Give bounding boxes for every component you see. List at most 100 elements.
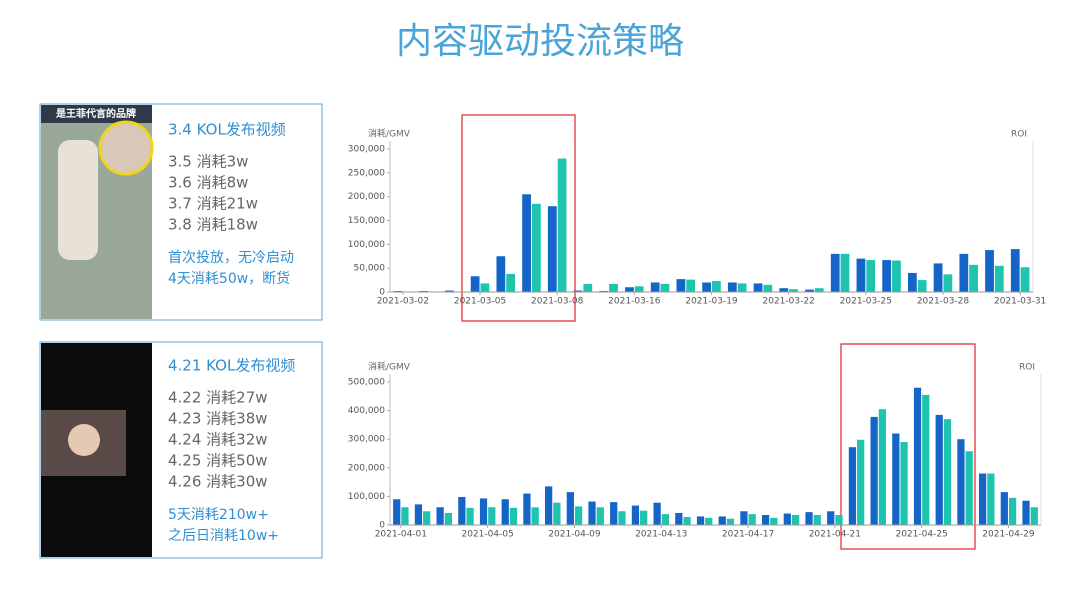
bar xyxy=(662,514,669,525)
bar xyxy=(943,274,952,292)
panel-line: 3.5 消耗3w xyxy=(168,153,248,171)
bar xyxy=(985,250,994,292)
bar xyxy=(651,282,660,292)
y-tick-label: 250,000 xyxy=(348,168,385,178)
bar xyxy=(740,511,747,525)
panel-heading: 4.21 KOL发布视频 xyxy=(168,357,295,375)
panel-line: 3.7 消耗21w xyxy=(168,195,258,213)
x-tick-label: 2021-03-25 xyxy=(840,297,892,307)
bar xyxy=(481,283,490,292)
bar xyxy=(437,507,444,525)
x-tick-label: 2021-03-02 xyxy=(377,297,429,307)
bar xyxy=(610,502,617,525)
bar xyxy=(814,515,821,525)
bar xyxy=(609,284,618,292)
x-tick-label: 2021-04-25 xyxy=(895,530,947,540)
bar xyxy=(987,474,994,525)
bar xyxy=(959,254,968,292)
bar xyxy=(900,442,907,525)
panel-note: 首次投放，无冷启动 xyxy=(168,250,294,266)
x-tick-label: 2021-04-05 xyxy=(461,530,513,540)
bar xyxy=(892,433,899,525)
bar xyxy=(632,506,639,525)
bar xyxy=(553,503,560,525)
x-tick-label: 2021-03-19 xyxy=(685,297,738,307)
panel-line: 3.6 消耗8w xyxy=(168,174,248,192)
panel-heading: 3.4 KOL发布视频 xyxy=(168,121,286,139)
y-tick-label: 300,000 xyxy=(348,145,385,155)
bar xyxy=(871,417,878,525)
x-tick-label: 2021-04-01 xyxy=(375,530,427,540)
bar xyxy=(831,254,840,292)
bar xyxy=(575,506,582,525)
bar xyxy=(548,206,557,292)
x-tick-label: 2021-03-16 xyxy=(608,297,661,307)
bar xyxy=(423,511,430,525)
bar xyxy=(727,519,734,525)
bar xyxy=(625,287,634,292)
bar xyxy=(1011,249,1020,292)
y-tick-label: 500,000 xyxy=(348,378,385,388)
y-tick-label: 400,000 xyxy=(348,406,385,416)
bar xyxy=(918,280,927,292)
bar xyxy=(866,260,875,292)
bar xyxy=(908,273,917,292)
bar xyxy=(635,286,644,292)
bar xyxy=(401,507,408,525)
bar xyxy=(841,254,850,292)
y2-axis-label: ROI xyxy=(1011,130,1027,140)
bar xyxy=(944,419,951,525)
y-tick-label: 300,000 xyxy=(348,435,385,445)
bar xyxy=(545,486,552,525)
bar xyxy=(532,507,539,525)
bar xyxy=(583,284,592,292)
y2-axis-label: ROI xyxy=(1019,363,1035,373)
bar xyxy=(857,259,866,292)
x-tick-label: 2021-03-22 xyxy=(763,297,815,307)
bar xyxy=(857,440,864,525)
bar xyxy=(597,507,604,525)
bar xyxy=(522,194,531,292)
x-tick-label: 2021-03-31 xyxy=(994,297,1046,307)
bar xyxy=(936,415,943,525)
y-tick-label: 100,000 xyxy=(348,240,385,250)
bar xyxy=(683,517,690,525)
bar xyxy=(458,497,465,525)
bar xyxy=(480,498,487,525)
x-tick-label: 2021-03-08 xyxy=(531,297,584,307)
bar xyxy=(728,282,737,292)
x-tick-label: 2021-04-13 xyxy=(635,530,687,540)
panel-line: 4.25 消耗50w xyxy=(168,452,268,470)
y-tick-label: 100,000 xyxy=(348,492,385,502)
bar xyxy=(705,518,712,525)
bar xyxy=(892,261,901,292)
y-tick-label: 150,000 xyxy=(348,216,385,226)
bar xyxy=(879,409,886,525)
bar xyxy=(618,511,625,525)
bar xyxy=(677,279,686,292)
bar xyxy=(1031,507,1038,525)
bar xyxy=(466,508,473,525)
bar xyxy=(763,285,772,292)
bar xyxy=(532,204,541,292)
bar xyxy=(1001,492,1008,525)
bar xyxy=(762,515,769,525)
panel-note: 4天消耗50w，断货 xyxy=(168,270,290,287)
bar xyxy=(995,266,1004,292)
thumbnail-caption: 是王菲代言的品牌 xyxy=(55,107,136,120)
bar xyxy=(1021,267,1030,292)
bar xyxy=(966,451,973,525)
bar xyxy=(914,388,921,525)
bar xyxy=(827,511,834,525)
x-tick-label: 2021-03-05 xyxy=(454,297,506,307)
bar xyxy=(567,492,574,525)
panel-line: 4.24 消耗32w xyxy=(168,431,268,449)
bar xyxy=(779,288,788,292)
panel-note: 5天消耗210w+ xyxy=(168,507,269,523)
bar xyxy=(849,447,856,525)
bar xyxy=(815,288,824,292)
x-tick-label: 2021-04-21 xyxy=(809,530,861,540)
bar xyxy=(934,263,943,292)
